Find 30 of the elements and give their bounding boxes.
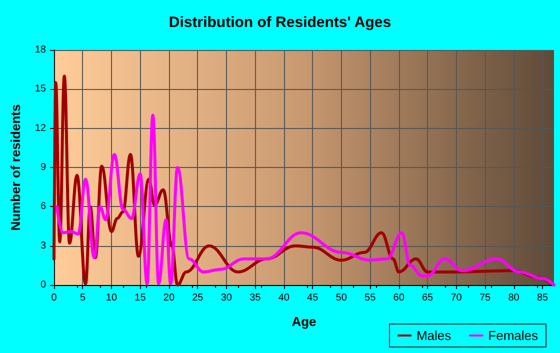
x-tick-label: 70 — [450, 292, 462, 304]
x-tick-label: 50 — [336, 292, 348, 304]
x-tick-label: 5 — [80, 292, 86, 304]
x-tick-label: 85 — [536, 292, 549, 304]
x-tick-label: 10 — [106, 292, 118, 304]
x-tick-label: 60 — [393, 292, 405, 304]
y-tick-label: 18 — [34, 44, 46, 56]
x-tick-label: 0 — [51, 292, 58, 304]
x-tick-label: 20 — [163, 292, 175, 304]
x-tick-label: 25 — [192, 292, 204, 304]
x-tick-label: 15 — [134, 292, 146, 304]
legend-label: Males — [416, 328, 452, 343]
y-tick-label: 0 — [40, 280, 46, 290]
x-tick-label: 35 — [250, 292, 262, 304]
legend-label: Females — [488, 328, 538, 343]
x-axis-title: Age — [292, 314, 316, 329]
y-axis-title: Number of residents — [8, 104, 23, 231]
y-tick-label: 3 — [40, 240, 46, 252]
y-tick-label: 9 — [40, 162, 46, 173]
x-tick-label: 55 — [364, 292, 376, 304]
y-tick-label: 12 — [34, 122, 46, 134]
y-tick-label: 15 — [34, 84, 46, 95]
x-tick-label: 45 — [307, 292, 319, 304]
x-tick-label: 30 — [220, 292, 232, 304]
y-tick-label: 6 — [40, 201, 46, 212]
x-tick-label: 40 — [278, 292, 290, 304]
x-tick-label: 65 — [422, 292, 434, 304]
x-tick-label: 80 — [508, 292, 520, 304]
chart-title: Distribution of Residents' Ages — [168, 14, 392, 31]
x-tick-label: 75 — [479, 292, 492, 304]
